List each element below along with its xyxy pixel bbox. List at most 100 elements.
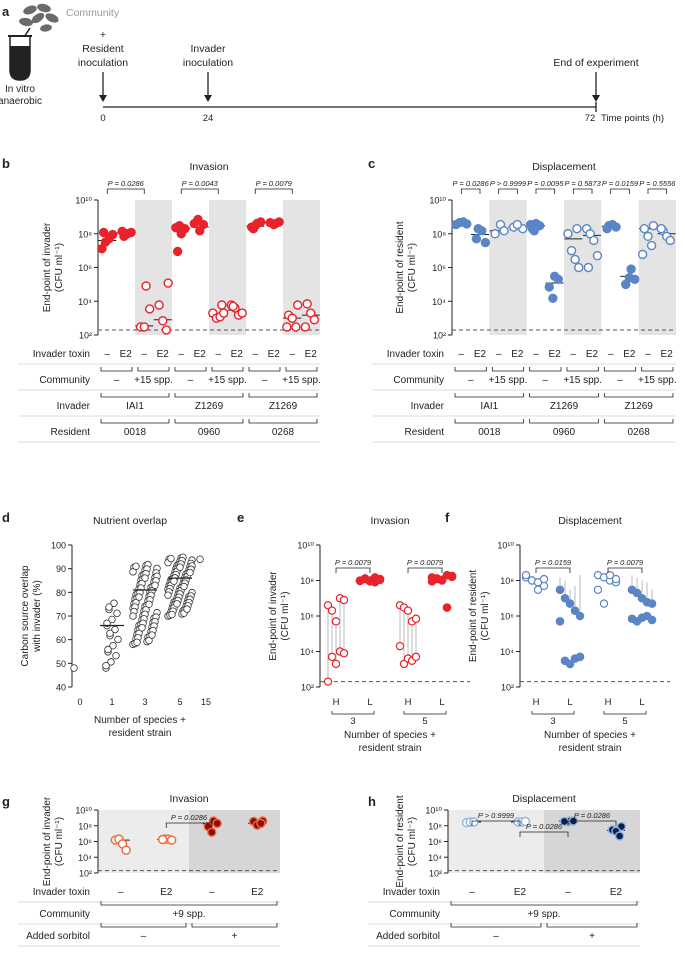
row-cell: E2 bbox=[511, 349, 524, 360]
p-value: P > 0.9999 bbox=[478, 811, 515, 820]
data-point bbox=[614, 831, 625, 841]
data-point bbox=[98, 227, 109, 238]
significance-bracket bbox=[535, 188, 556, 194]
row-cell: 0018 bbox=[124, 427, 147, 438]
data-point bbox=[113, 609, 121, 617]
row-bracket bbox=[529, 419, 599, 424]
data-point bbox=[168, 610, 176, 619]
resident-label: Resident bbox=[82, 43, 124, 55]
row-bracket bbox=[100, 901, 278, 906]
data-point bbox=[193, 214, 203, 225]
row-cell: E2 bbox=[623, 349, 636, 360]
shaded-band bbox=[135, 200, 172, 335]
y-tick-label: 10² bbox=[79, 331, 92, 341]
data-point bbox=[339, 649, 349, 658]
row-cell: – bbox=[215, 349, 221, 360]
y-tick-label: 10² bbox=[79, 869, 92, 879]
data-point bbox=[605, 570, 615, 580]
data-point bbox=[570, 606, 580, 615]
row-label: Resident bbox=[405, 427, 445, 438]
data-point bbox=[158, 316, 168, 326]
row-label: Invader toxin bbox=[33, 349, 90, 360]
data-point bbox=[555, 585, 565, 595]
row-label: Added sorbitol bbox=[26, 931, 90, 942]
row-cell: – bbox=[188, 375, 194, 386]
data-point bbox=[163, 278, 173, 288]
x-group-label: 3 bbox=[350, 716, 355, 727]
data-point bbox=[129, 568, 137, 576]
x-tick-label: L bbox=[639, 697, 644, 708]
panel-letter-g: g bbox=[2, 794, 10, 809]
row-label: Invader toxin bbox=[33, 887, 90, 898]
data-point bbox=[228, 301, 238, 312]
data-point bbox=[309, 315, 320, 325]
y-tick-label: 40 bbox=[56, 683, 66, 693]
row-bracket bbox=[100, 367, 133, 372]
data-point bbox=[174, 220, 185, 231]
significance-bracket bbox=[106, 188, 145, 194]
data-point bbox=[471, 234, 482, 244]
y-tick-label: 90 bbox=[56, 564, 66, 574]
row-cell: – bbox=[645, 349, 651, 360]
row-cell: +15 spp. bbox=[282, 375, 321, 386]
row-cell: – bbox=[104, 349, 110, 360]
data-point bbox=[132, 562, 140, 571]
data-point bbox=[327, 606, 337, 615]
time-axis-label: Time points (h) bbox=[601, 113, 664, 124]
data-point bbox=[180, 582, 188, 591]
data-point bbox=[217, 300, 227, 310]
data-point bbox=[102, 662, 110, 670]
row-cell: – bbox=[533, 349, 539, 360]
chart-title: Invasion bbox=[189, 161, 228, 173]
y-axis-label: End-point of invader bbox=[42, 222, 53, 312]
x-tick-label: H bbox=[333, 697, 340, 708]
data-point bbox=[611, 574, 621, 584]
data-point bbox=[339, 595, 349, 605]
row-cell: 0268 bbox=[628, 427, 651, 438]
data-point bbox=[566, 245, 577, 256]
data-point bbox=[411, 614, 421, 623]
x-tick-label: 5 bbox=[177, 697, 182, 707]
x-axis-label-2: resident strain bbox=[559, 743, 622, 754]
row-cell: – bbox=[565, 887, 571, 898]
y-tick-label: 10¹⁰ bbox=[429, 196, 446, 206]
data-point bbox=[107, 229, 118, 240]
row-bracket bbox=[529, 367, 562, 372]
row-cell: – bbox=[496, 349, 502, 360]
p-value: P = 0.5873 bbox=[565, 179, 602, 188]
row-label: Community bbox=[39, 909, 90, 920]
y-axis-unit: (CFU ml⁻¹) bbox=[54, 817, 65, 866]
invader-label: Invader bbox=[190, 43, 226, 55]
invader-label-2: inoculation bbox=[183, 57, 233, 69]
data-point bbox=[327, 652, 337, 662]
group-bracket bbox=[403, 711, 447, 715]
y-tick-label: 10² bbox=[433, 331, 446, 341]
p-value: P = 0.0079 bbox=[335, 558, 372, 567]
significance-bracket bbox=[647, 188, 668, 194]
data-point bbox=[287, 313, 297, 323]
row-bracket bbox=[174, 367, 207, 372]
row-cell: – bbox=[252, 349, 258, 360]
x-tick-label: 0 bbox=[77, 697, 82, 707]
time-tick-72: 72 bbox=[585, 113, 596, 124]
x-axis-label: Number of species + bbox=[544, 730, 636, 741]
y-tick-label: 10¹⁰ bbox=[75, 196, 92, 206]
y-tick-label: 10² bbox=[429, 869, 442, 879]
y-tick-label: 10⁶ bbox=[78, 263, 92, 273]
x-tick-label: 15 bbox=[201, 697, 211, 707]
data-point bbox=[183, 605, 191, 613]
y-tick-label: 70 bbox=[56, 612, 66, 622]
data-point bbox=[480, 237, 491, 248]
y-tick-label: 10¹⁰ bbox=[75, 806, 92, 816]
row-cell: E2 bbox=[474, 349, 487, 360]
y-axis-label: End-point of invader bbox=[42, 796, 53, 886]
row-label: Invader toxin bbox=[387, 349, 444, 360]
data-point bbox=[145, 600, 153, 608]
row-cell: IAI1 bbox=[480, 401, 498, 412]
data-point bbox=[129, 612, 137, 620]
row-cell: E2 bbox=[661, 349, 674, 360]
y-tick-label: 10⁴ bbox=[428, 853, 442, 863]
data-point bbox=[250, 220, 260, 231]
